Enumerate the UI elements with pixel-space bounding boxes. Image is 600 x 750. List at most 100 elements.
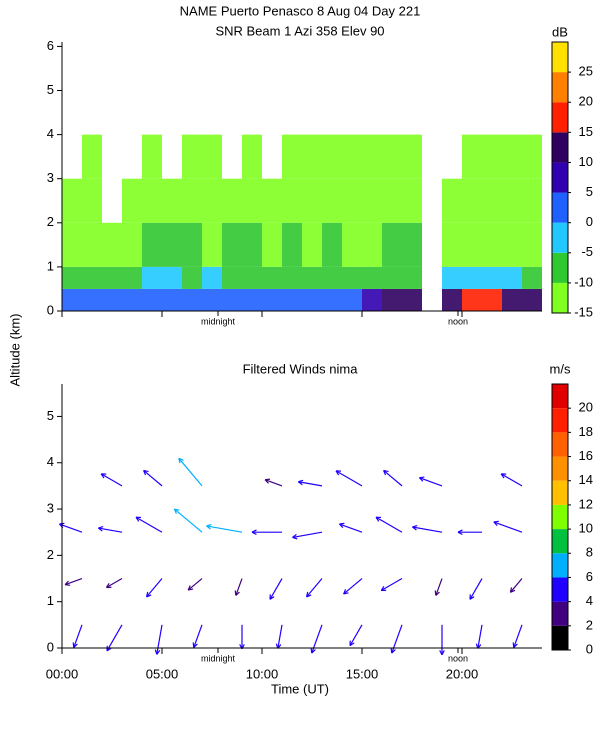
snr-cell — [402, 222, 422, 267]
wind-arrow — [145, 578, 163, 598]
annotation: noon — [448, 316, 468, 326]
snr-cell — [442, 266, 462, 289]
snr-cell — [502, 134, 522, 179]
colorbar-tick-label: 8 — [586, 545, 593, 560]
snr-cell — [282, 222, 302, 267]
snr-cell — [322, 134, 342, 179]
wind-arrow — [275, 624, 283, 649]
snr-cell — [302, 134, 322, 179]
snr-cell — [62, 288, 82, 311]
snr-cell — [282, 266, 302, 289]
snr-cell — [102, 266, 122, 289]
wind-arrow — [512, 624, 523, 648]
colorbar-label: m/s — [550, 361, 571, 376]
x-tick-label: 05:00 — [146, 666, 179, 681]
colorbar-tick-label: 6 — [586, 569, 593, 584]
colorbar-bin — [552, 456, 568, 481]
wind-arrow — [100, 473, 123, 487]
chart-title: NAME Puerto Penasco 8 Aug 04 Day 221 — [180, 3, 421, 18]
wind-arrow — [173, 508, 203, 533]
colorbar-bin — [552, 480, 568, 505]
colorbar-bin — [552, 504, 568, 530]
snr-cell — [82, 222, 102, 267]
snr-cell — [222, 288, 242, 311]
snr-cell — [242, 134, 262, 179]
colorbar-tick-label: 15 — [579, 124, 593, 139]
snr-cell — [502, 266, 522, 289]
colorbar-bin — [552, 553, 568, 578]
snr-cell — [342, 178, 362, 223]
snr-cell — [102, 222, 122, 267]
snr-cell — [522, 288, 542, 311]
snr-cell — [342, 134, 362, 179]
snr-cell — [502, 222, 522, 267]
wind-arrow — [335, 470, 363, 487]
snr-cell — [242, 222, 262, 267]
snr-cell — [522, 134, 542, 179]
snr-cell — [262, 288, 282, 311]
snr-cell — [482, 266, 502, 289]
wind-arrow — [98, 526, 123, 533]
wind-arrow — [298, 479, 323, 487]
wind-arrow — [239, 624, 245, 650]
snr-cell — [522, 222, 542, 267]
wind-arrow — [154, 624, 163, 655]
snr-cell — [262, 178, 282, 223]
wind-arrow — [469, 578, 483, 600]
wind-arrow — [339, 522, 363, 533]
snr-cell — [402, 288, 422, 311]
colorbar-tick-label: 0 — [586, 214, 593, 229]
snr-cell — [462, 266, 482, 289]
colorbar-bin — [552, 432, 568, 457]
snr-cell — [202, 266, 222, 289]
y-tick-label: 1 — [47, 593, 54, 608]
colorbar-tick-label: 16 — [579, 448, 593, 463]
snr-cell — [342, 266, 362, 289]
colorbar-tick-label: 2 — [586, 617, 593, 632]
chart-subtitle: SNR Beam 1 Azi 358 Elev 90 — [215, 23, 384, 38]
wind-arrow — [206, 523, 243, 533]
y-tick-label: 5 — [47, 408, 54, 423]
x-tick-label: 10:00 — [246, 666, 279, 681]
colorbar-bin — [552, 625, 568, 650]
wind-arrow — [383, 469, 403, 487]
snr-cell — [62, 178, 82, 223]
snr-cell — [202, 178, 222, 223]
wind-arrow — [434, 578, 443, 596]
colorbar-bin — [552, 384, 568, 409]
colorbar-bin — [552, 102, 568, 133]
colorbar-tick-label: -10 — [574, 274, 593, 289]
snr-cell — [182, 288, 202, 311]
snr-cell — [282, 178, 302, 223]
colorbar-bin — [552, 252, 568, 283]
wind-arrow — [106, 624, 123, 652]
snr-cell — [522, 266, 542, 289]
wind-arrow — [349, 624, 363, 647]
snr-cell — [62, 266, 82, 289]
colorbar-tick-label: 10 — [579, 521, 593, 536]
wind-arrow — [412, 524, 443, 533]
y-tick-label: 0 — [47, 302, 54, 317]
snr-cell — [342, 288, 362, 311]
colorbar-tick-label: 20 — [579, 400, 593, 415]
snr-cell — [122, 288, 142, 311]
wind-arrow — [135, 516, 163, 533]
colorbar-tick-label: 12 — [579, 496, 593, 511]
snr-cell — [442, 178, 462, 223]
snr-cell — [302, 178, 322, 223]
snr-cell — [142, 134, 162, 179]
wind-arrow — [310, 624, 323, 654]
snr-cell — [362, 178, 382, 223]
snr-cell — [82, 288, 102, 311]
y-tick-label: 2 — [47, 214, 54, 229]
y-tick-label: 4 — [47, 126, 54, 141]
wind-arrow — [192, 624, 203, 648]
colorbar-tick-label: 20 — [579, 94, 593, 109]
snr-cell — [322, 266, 342, 289]
snr-cell — [462, 222, 482, 267]
snr-cell — [202, 134, 222, 179]
snr-cell — [142, 266, 162, 289]
colorbar-tick-label: 18 — [579, 424, 593, 439]
colorbar-tick-label: -5 — [581, 244, 593, 259]
